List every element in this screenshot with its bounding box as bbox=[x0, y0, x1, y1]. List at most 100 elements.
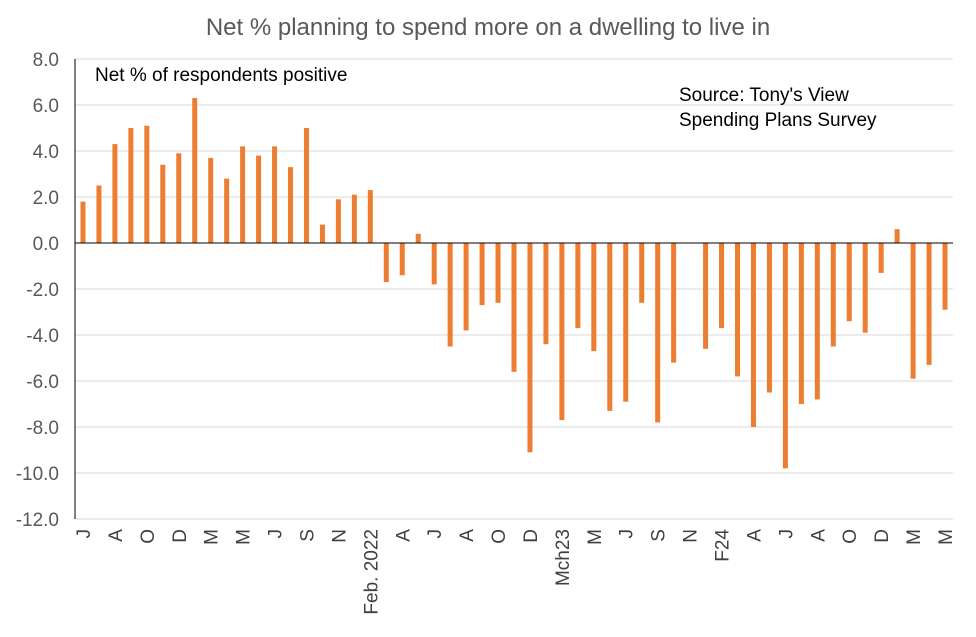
source-line-2: Spending Plans Survey bbox=[679, 110, 877, 131]
x-tick-label: Mch23 bbox=[553, 529, 574, 586]
bar bbox=[766, 243, 772, 393]
bar bbox=[351, 194, 357, 243]
bar bbox=[926, 243, 932, 365]
bar bbox=[240, 146, 246, 243]
y-tick-label: -6.0 bbox=[26, 372, 59, 393]
x-tick-label: J bbox=[74, 529, 95, 539]
bar bbox=[160, 164, 166, 243]
bar bbox=[256, 155, 262, 243]
bar bbox=[575, 243, 581, 329]
y-tick-label: -8.0 bbox=[26, 418, 59, 439]
bar bbox=[591, 243, 597, 352]
x-tick-label: S bbox=[649, 529, 670, 542]
x-tick-label: D bbox=[521, 529, 542, 543]
source-line-1: Source: Tony's View bbox=[679, 85, 849, 106]
y-tick-label: -12.0 bbox=[16, 510, 59, 531]
x-tick-label: M bbox=[202, 529, 223, 545]
bar bbox=[607, 243, 613, 411]
bar bbox=[80, 201, 86, 243]
bar bbox=[383, 243, 389, 283]
bar bbox=[463, 243, 469, 331]
y-tick-label: 4.0 bbox=[33, 142, 59, 163]
x-tick-label: S bbox=[297, 529, 318, 542]
bar bbox=[96, 185, 102, 243]
x-axis-ticks: J A O D M M J S N Feb. 2022 A J A O D Mch23 M J S N F24 A J A O D… bbox=[74, 529, 957, 615]
x-tick-label: A bbox=[106, 529, 127, 542]
bar bbox=[367, 190, 373, 243]
bar bbox=[798, 243, 804, 404]
bar bbox=[288, 167, 294, 243]
y-tick-label: 6.0 bbox=[33, 96, 59, 117]
y-tick-label: -10.0 bbox=[16, 464, 59, 485]
bar bbox=[479, 243, 485, 306]
x-tick-label: A bbox=[808, 529, 829, 542]
bar bbox=[399, 243, 405, 276]
bar bbox=[303, 128, 309, 243]
axes bbox=[74, 59, 953, 519]
bar bbox=[527, 243, 533, 453]
x-tick-label: A bbox=[744, 529, 765, 542]
bar bbox=[224, 178, 230, 243]
bar bbox=[543, 243, 549, 345]
bar bbox=[335, 199, 341, 243]
bar bbox=[719, 243, 725, 329]
y-axis-label: Net % of respondents positive bbox=[95, 65, 348, 86]
x-tick-label: J bbox=[776, 529, 797, 539]
bar bbox=[846, 243, 852, 322]
bar bbox=[782, 243, 788, 469]
bar bbox=[671, 243, 677, 363]
x-tick-label: O bbox=[138, 529, 159, 544]
bar bbox=[814, 243, 820, 400]
x-tick-label: A bbox=[457, 529, 478, 542]
bar bbox=[208, 157, 214, 243]
bar bbox=[559, 243, 565, 421]
y-tick-label: 2.0 bbox=[33, 188, 59, 209]
bar bbox=[942, 243, 948, 310]
bar bbox=[272, 146, 278, 243]
bar bbox=[431, 243, 437, 285]
x-tick-label: N bbox=[681, 529, 702, 543]
bar bbox=[144, 125, 150, 243]
bar bbox=[192, 98, 198, 243]
bar bbox=[830, 243, 836, 347]
y-tick-label: 8.0 bbox=[33, 50, 59, 71]
bar bbox=[894, 229, 900, 243]
bar bbox=[910, 243, 916, 379]
y-tick-label: -2.0 bbox=[26, 280, 59, 301]
x-tick-label: O bbox=[840, 529, 861, 544]
chart-title: Net % planning to spend more on a dwelli… bbox=[205, 14, 771, 41]
bar bbox=[447, 243, 453, 347]
x-tick-label: M bbox=[936, 529, 957, 545]
y-tick-label: 0.0 bbox=[33, 234, 59, 255]
x-tick-label: F24 bbox=[713, 529, 734, 562]
bar bbox=[511, 243, 517, 372]
bar bbox=[750, 243, 756, 427]
x-tick-label: Feb. 2022 bbox=[361, 529, 382, 615]
bar bbox=[862, 243, 868, 333]
x-tick-label: O bbox=[489, 529, 510, 544]
bar bbox=[415, 233, 421, 243]
bar bbox=[128, 128, 134, 243]
bar bbox=[639, 243, 645, 303]
x-tick-label: J bbox=[617, 529, 638, 539]
bar bbox=[176, 153, 182, 243]
bar bbox=[623, 243, 629, 402]
x-tick-label: M bbox=[585, 529, 606, 545]
x-tick-label: N bbox=[329, 529, 350, 543]
bar bbox=[655, 243, 661, 423]
bar bbox=[734, 243, 740, 377]
x-tick-label: D bbox=[170, 529, 191, 543]
x-tick-label: J bbox=[425, 529, 446, 539]
y-tick-label: -4.0 bbox=[26, 326, 59, 347]
bar bbox=[319, 224, 325, 243]
bar bbox=[112, 144, 118, 243]
x-tick-label: D bbox=[872, 529, 893, 543]
y-axis-ticks: 8.0 6.0 4.0 2.0 0.0 -2.0 -4.0 -6.0 -8.0 -10.0 -12.… bbox=[16, 50, 59, 531]
bar bbox=[703, 243, 709, 349]
x-tick-label: M bbox=[904, 529, 925, 545]
bars bbox=[80, 98, 948, 469]
x-tick-label: M bbox=[234, 529, 255, 545]
x-tick-label: J bbox=[266, 529, 287, 539]
